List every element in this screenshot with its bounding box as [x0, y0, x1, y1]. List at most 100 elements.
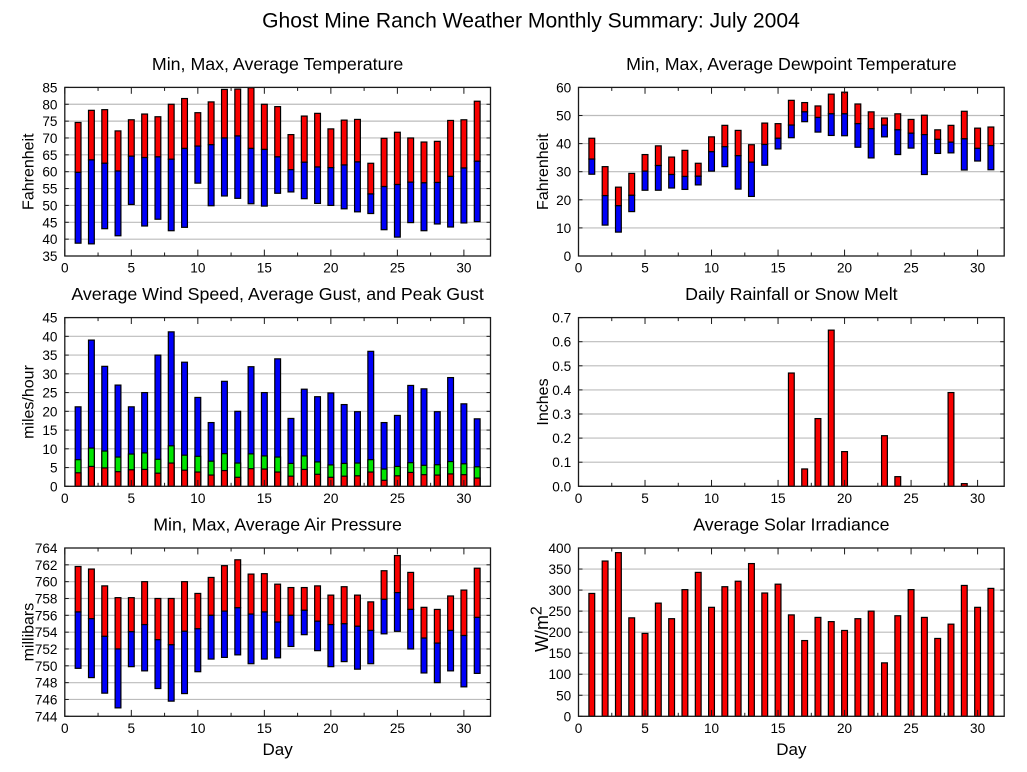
svg-text:10: 10	[42, 442, 58, 457]
svg-text:5: 5	[128, 721, 136, 736]
svg-text:45: 45	[42, 311, 57, 326]
svg-text:Day: Day	[262, 740, 293, 759]
svg-text:10: 10	[704, 491, 720, 506]
svg-text:15: 15	[770, 721, 785, 736]
svg-text:Inches: Inches	[535, 378, 552, 425]
svg-text:20: 20	[323, 491, 339, 506]
svg-text:miles/hour: miles/hour	[21, 364, 38, 438]
svg-text:30: 30	[42, 367, 58, 382]
svg-text:748: 748	[35, 676, 58, 691]
svg-text:0.6: 0.6	[552, 335, 571, 350]
svg-text:60: 60	[556, 80, 572, 95]
svg-text:10: 10	[704, 721, 720, 736]
svg-text:25: 25	[904, 491, 919, 506]
svg-text:200: 200	[549, 625, 572, 640]
svg-text:10: 10	[190, 721, 206, 736]
svg-text:15: 15	[42, 423, 57, 438]
svg-text:85: 85	[42, 80, 57, 95]
svg-text:300: 300	[549, 583, 572, 598]
svg-text:0.3: 0.3	[552, 407, 571, 422]
svg-text:0: 0	[50, 479, 58, 494]
svg-text:764: 764	[35, 541, 58, 556]
svg-text:754: 754	[35, 625, 58, 640]
svg-text:45: 45	[42, 215, 57, 230]
svg-text:35: 35	[42, 249, 57, 264]
svg-text:30: 30	[970, 721, 986, 736]
svg-text:5: 5	[128, 491, 136, 506]
svg-text:40: 40	[556, 137, 572, 152]
svg-text:760: 760	[35, 575, 58, 590]
svg-text:30: 30	[970, 491, 986, 506]
svg-text:60: 60	[42, 165, 58, 180]
svg-text:10: 10	[190, 261, 206, 276]
svg-text:5: 5	[128, 261, 136, 276]
svg-text:Ghost Mine Ranch Weather Month: Ghost Mine Ranch Weather Monthly Summary…	[262, 10, 800, 33]
svg-text:Min, Max, Average Temperature: Min, Max, Average Temperature	[152, 54, 403, 74]
svg-text:35: 35	[42, 348, 57, 363]
svg-text:0.2: 0.2	[552, 431, 571, 446]
svg-text:5: 5	[641, 721, 649, 736]
svg-text:40: 40	[42, 232, 58, 247]
svg-text:0.7: 0.7	[552, 311, 571, 326]
svg-text:0: 0	[564, 709, 572, 724]
svg-text:Min, Max, Average Air Pressure: Min, Max, Average Air Pressure	[153, 515, 402, 535]
svg-text:20: 20	[323, 261, 339, 276]
svg-text:0.1: 0.1	[552, 455, 571, 470]
svg-text:80: 80	[42, 97, 58, 112]
svg-text:Average Wind Speed, Average Gu: Average Wind Speed, Average Gust, and Pe…	[71, 284, 484, 304]
svg-text:20: 20	[837, 721, 853, 736]
svg-text:750: 750	[35, 659, 58, 674]
svg-text:0: 0	[575, 721, 583, 736]
svg-text:15: 15	[770, 261, 785, 276]
svg-text:0.4: 0.4	[552, 383, 571, 398]
svg-text:15: 15	[257, 261, 272, 276]
svg-text:Average Solar Irradiance: Average Solar Irradiance	[693, 515, 889, 535]
svg-text:0: 0	[61, 491, 69, 506]
svg-text:20: 20	[837, 261, 853, 276]
svg-text:Fahrenheit: Fahrenheit	[21, 133, 38, 210]
svg-text:762: 762	[35, 558, 58, 573]
svg-text:30: 30	[456, 491, 472, 506]
svg-text:50: 50	[556, 109, 572, 124]
svg-text:10: 10	[190, 491, 206, 506]
svg-text:10: 10	[704, 261, 720, 276]
svg-text:10: 10	[556, 221, 572, 236]
svg-text:0.5: 0.5	[552, 359, 571, 374]
svg-text:30: 30	[556, 165, 572, 180]
svg-text:50: 50	[556, 688, 572, 703]
svg-text:millibars: millibars	[21, 603, 38, 662]
svg-text:350: 350	[549, 562, 572, 577]
svg-text:0: 0	[61, 721, 69, 736]
svg-text:25: 25	[904, 261, 919, 276]
svg-text:20: 20	[837, 491, 853, 506]
svg-text:30: 30	[456, 721, 472, 736]
svg-text:400: 400	[549, 541, 572, 556]
svg-text:756: 756	[35, 608, 58, 623]
svg-text:25: 25	[904, 721, 919, 736]
svg-text:Day: Day	[776, 740, 807, 759]
svg-text:15: 15	[770, 491, 785, 506]
svg-text:100: 100	[549, 667, 572, 682]
svg-text:758: 758	[35, 591, 58, 606]
svg-text:40: 40	[42, 329, 58, 344]
svg-text:30: 30	[456, 261, 472, 276]
svg-text:15: 15	[257, 491, 272, 506]
svg-text:0: 0	[61, 261, 69, 276]
svg-text:25: 25	[390, 261, 405, 276]
svg-text:20: 20	[556, 193, 572, 208]
svg-text:Daily Rainfall or Snow Melt: Daily Rainfall or Snow Melt	[685, 284, 898, 304]
svg-text:25: 25	[390, 491, 405, 506]
svg-text:70: 70	[42, 131, 58, 146]
svg-text:15: 15	[257, 721, 272, 736]
svg-text:75: 75	[42, 114, 57, 129]
svg-text:20: 20	[323, 721, 339, 736]
svg-text:20: 20	[42, 404, 58, 419]
svg-text:752: 752	[35, 642, 58, 657]
svg-text:5: 5	[641, 491, 649, 506]
svg-text:0: 0	[564, 249, 572, 264]
svg-text:65: 65	[42, 148, 57, 163]
svg-text:25: 25	[390, 721, 405, 736]
svg-text:0: 0	[575, 261, 583, 276]
svg-text:50: 50	[42, 198, 58, 213]
svg-text:250: 250	[549, 604, 572, 619]
